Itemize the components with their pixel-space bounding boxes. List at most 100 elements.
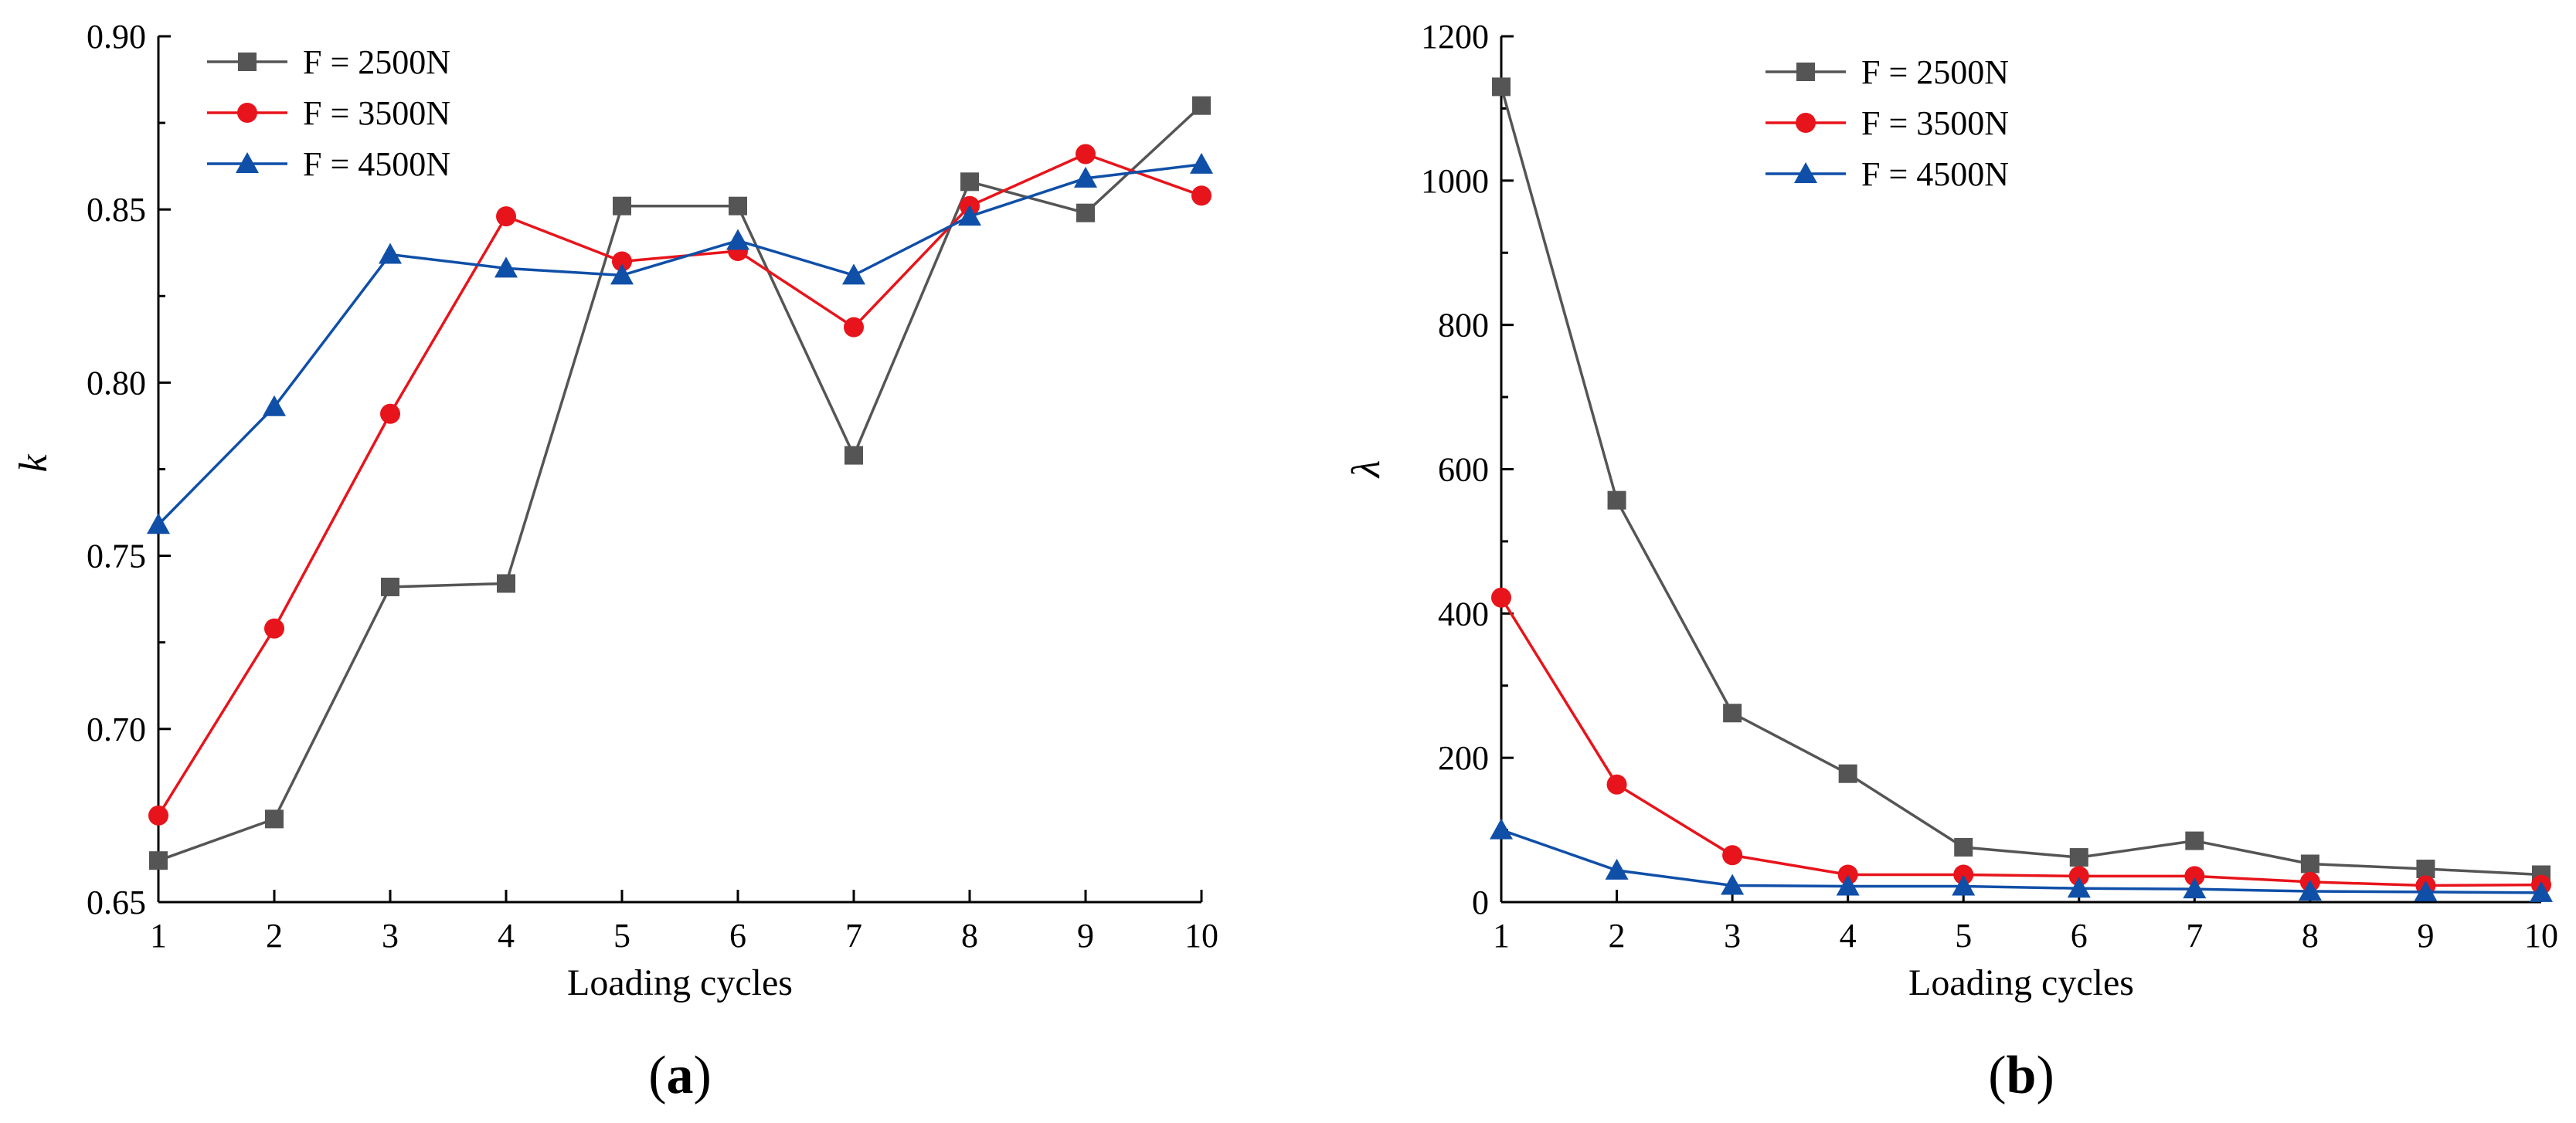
data-point-series-1 <box>729 196 747 215</box>
panel-letter: a <box>667 1046 694 1105</box>
data-point-series-2 <box>612 251 632 272</box>
legend-label: F = 3500N <box>1861 104 2009 142</box>
data-point-series-3 <box>610 263 634 285</box>
data-point-series-3 <box>147 513 170 534</box>
data-point-series-1 <box>1954 838 1973 857</box>
x-tick-label: 1 <box>1493 917 1510 955</box>
y-tick-label: 400 <box>1438 595 1489 633</box>
data-point-series-1 <box>1076 203 1095 222</box>
data-point-series-2 <box>1076 144 1096 165</box>
y-tick-label: 0.70 <box>87 711 146 748</box>
data-point-series-1 <box>265 809 284 829</box>
data-point-series-2 <box>1191 185 1212 206</box>
data-point-series-3 <box>958 205 981 226</box>
data-point-series-1 <box>2185 831 2204 850</box>
data-point-series-1 <box>1607 490 1626 510</box>
data-point-series-2 <box>2068 866 2089 887</box>
panel-letter: b <box>2007 1046 2037 1105</box>
legend-label: F = 2500N <box>303 43 450 81</box>
x-tick-label: 9 <box>1077 917 1094 955</box>
x-tick-label: 6 <box>2071 917 2088 955</box>
data-point-series-2 <box>2184 866 2205 887</box>
legend-marker <box>237 103 257 123</box>
data-point-series-3 <box>2530 880 2553 902</box>
legend-label: F = 4500N <box>303 145 450 183</box>
data-point-series-2 <box>496 206 516 227</box>
y-axis-title: λ <box>1344 460 1388 480</box>
data-point-series-3 <box>2414 880 2438 901</box>
data-point-series-3 <box>1836 874 1860 896</box>
panel-label: (b) <box>1988 1046 2054 1105</box>
data-point-series-1 <box>2300 854 2319 874</box>
data-point-series-3 <box>1721 874 1745 895</box>
data-point-series-2 <box>1722 845 1743 866</box>
x-tick-label: 5 <box>1955 917 1972 955</box>
x-axis-title: Loading cycles <box>567 962 793 1003</box>
data-point-series-3 <box>2298 879 2322 901</box>
data-point-series-3 <box>1074 166 1097 188</box>
x-tick-label: 3 <box>1724 917 1741 955</box>
data-point-series-3 <box>263 395 286 416</box>
y-tick-label: 0.65 <box>87 884 146 921</box>
legend-marker <box>236 152 259 173</box>
data-point-series-3 <box>494 256 518 278</box>
y-tick-label: 0.75 <box>87 538 146 575</box>
data-point-series-3 <box>842 263 865 285</box>
data-point-series-3 <box>1605 858 1629 880</box>
panel-label: (a) <box>648 1046 712 1105</box>
series-line-1 <box>158 104 1203 862</box>
legend-marker <box>1796 63 1815 81</box>
data-point-series-1 <box>149 851 168 870</box>
y-tick-label: 800 <box>1438 307 1489 344</box>
data-point-series-3 <box>379 243 402 264</box>
legend-label: F = 4500N <box>1861 155 2009 193</box>
data-point-series-3 <box>726 229 749 250</box>
data-point-series-2 <box>264 618 284 639</box>
x-tick-label: 8 <box>961 917 978 955</box>
series-line-2 <box>157 152 1202 816</box>
y-tick-label: 1000 <box>1421 162 1489 200</box>
x-tick-label: 6 <box>729 917 746 955</box>
x-tick-label: 7 <box>2186 917 2203 955</box>
data-point-series-2 <box>380 403 400 424</box>
y-tick-label: 200 <box>1438 739 1489 777</box>
data-point-series-1 <box>845 446 863 465</box>
x-tick-label: 2 <box>1609 917 1626 955</box>
y-tick-label: 600 <box>1438 451 1489 489</box>
series-line-3 <box>157 163 1202 526</box>
legend-marker <box>1794 162 1817 183</box>
data-point-series-1 <box>1192 96 1211 115</box>
series-line-1 <box>1500 86 2542 877</box>
x-tick-label: 2 <box>266 917 283 955</box>
y-tick-label: 0.85 <box>87 191 146 229</box>
data-point-series-3 <box>1190 152 1213 174</box>
legend-marker <box>1796 113 1816 133</box>
x-tick-label: 7 <box>845 917 862 955</box>
series-line-3 <box>1500 828 2542 894</box>
x-tick-label: 9 <box>2417 917 2434 955</box>
y-tick-label: 1200 <box>1421 18 1489 56</box>
data-point-series-3 <box>1952 874 1976 896</box>
data-point-series-1 <box>960 172 979 192</box>
data-point-series-1 <box>1723 704 1742 723</box>
data-point-series-1 <box>1838 764 1857 783</box>
chart-panel-b: 0 200 400 600 800 1000 1200 1 2 3 4 5 6 7 8 9 10 Loading … <box>1344 18 2558 1105</box>
data-point-series-3 <box>2067 877 2091 898</box>
data-point-series-3 <box>1490 818 1513 840</box>
x-tick-label: 8 <box>2302 917 2319 955</box>
data-point-series-2 <box>148 805 168 826</box>
data-point-series-3 <box>2183 877 2207 899</box>
y-tick-label: 0 <box>1472 884 1489 921</box>
legend-label: F = 3500N <box>303 94 450 132</box>
x-tick-label: 4 <box>498 917 515 955</box>
data-point-series-1 <box>1492 77 1511 97</box>
data-point-series-1 <box>497 574 515 593</box>
y-axis-title: k <box>12 454 56 473</box>
x-tick-label: 4 <box>1840 917 1857 955</box>
x-tick-label: 3 <box>382 917 399 955</box>
x-axis-title: Loading cycles <box>1908 962 2134 1003</box>
series-line-2 <box>1500 596 2542 887</box>
legend-label: F = 2500N <box>1861 53 2009 91</box>
data-point-series-1 <box>2416 860 2435 879</box>
